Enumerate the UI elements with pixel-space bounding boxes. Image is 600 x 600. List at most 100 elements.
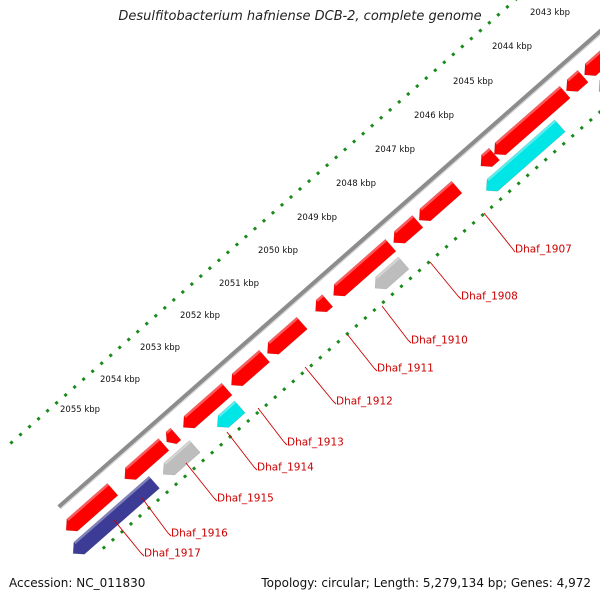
ruler-label: 2049 kbp: [297, 213, 337, 223]
ruler-tick: [9, 440, 14, 445]
gene-label: Dhaf_1913: [287, 437, 344, 449]
gene-label-leader: [113, 519, 145, 557]
gene-1914-highlight: [268, 317, 299, 344]
ruler-tick: [297, 186, 303, 192]
gene-1915-highlight: [184, 383, 224, 418]
ruler-tick: [191, 466, 197, 471]
ruler-tick: [219, 442, 224, 447]
map-title: Desulfitobacterium hafniense DCB-2, comp…: [118, 9, 482, 24]
ruler-tick: [516, 181, 521, 186]
ruler-label: 2043 kbp: [530, 8, 570, 18]
ruler-tick: [561, 141, 566, 146]
ruler-tick: [444, 244, 449, 249]
ruler-tick: [442, 60, 447, 65]
ruler-tick: [171, 297, 176, 303]
ruler-tick: [469, 36, 474, 41]
ruler-tick: [246, 418, 251, 424]
genome-backbone: [57, 28, 600, 510]
ruler-tick: [318, 355, 323, 360]
ruler-tick: [128, 521, 134, 527]
ruler-tick: [498, 197, 503, 202]
ruler-tick: [417, 268, 422, 273]
ruler-tick: [399, 284, 404, 289]
gene-label-leader: [226, 431, 258, 471]
gene-1915-a-highlight: [232, 350, 261, 376]
gene-1914: [267, 316, 308, 355]
ruler-tick: [327, 347, 332, 352]
inner-ruler-ticks: [101, 109, 600, 550]
ruler-tick: [90, 369, 95, 374]
ruler-tick: [579, 125, 584, 131]
gene-label-leader: [483, 212, 516, 253]
ruler-tick: [119, 529, 125, 534]
gene-1916-a-highlight: [166, 428, 173, 434]
gene-1910-gray: [374, 256, 410, 290]
ruler-tick: [324, 163, 330, 168]
ruler-label: 2048 kbp: [336, 179, 376, 189]
gene-1907-highlight: [585, 50, 600, 66]
gene-label: Dhaf_1912: [336, 396, 393, 408]
gene-1908-b: [480, 147, 501, 168]
gene-1916-gray-highlight: [164, 440, 192, 465]
ruler-tick: [415, 83, 420, 89]
ruler-tick: [189, 281, 194, 287]
ruler-label: 2050 kbp: [258, 246, 298, 256]
ruler-tick: [351, 139, 357, 144]
ruler-tick: [155, 498, 161, 503]
gene-label: Dhaf_1917: [144, 548, 201, 560]
ruler-tick: [570, 133, 575, 138]
ruler-tick: [588, 117, 593, 123]
gene-label: Dhaf_1916: [171, 528, 228, 540]
gene-1916-a: [165, 427, 182, 445]
ruler-tick: [200, 458, 206, 463]
ruler-tick: [433, 68, 438, 73]
ruler-tick: [126, 337, 131, 342]
backbone-line: [57, 28, 600, 510]
ruler-tick: [255, 410, 260, 416]
ruler-tick: [63, 392, 68, 398]
ruler-tick: [424, 76, 429, 81]
ruler-tick: [480, 212, 485, 218]
ruler-tick: [261, 218, 267, 223]
gene-label: Dhaf_1914: [257, 462, 314, 474]
gene-label: Dhaf_1907: [515, 244, 572, 256]
ruler-tick: [81, 376, 86, 382]
gene-1908-a-highlight: [567, 70, 580, 82]
gene-1916: [124, 438, 170, 480]
ruler-tick: [153, 313, 158, 318]
ruler-tick: [406, 91, 411, 97]
ruler-tick: [381, 300, 386, 305]
ruler-tick: [505, 4, 510, 9]
gene-1913-highlight: [316, 294, 324, 302]
ruler-tick: [390, 292, 395, 297]
gene-1912: [333, 238, 397, 297]
ruler-tick: [309, 363, 314, 368]
ruler-tick: [270, 210, 276, 215]
ruler-label: 2051 kbp: [219, 279, 259, 289]
ruler-tick: [462, 228, 467, 233]
ruler-tick: [164, 490, 170, 495]
ruler-tick: [162, 305, 167, 310]
ruler-tick: [460, 44, 465, 49]
gene-1917-a-highlight: [66, 483, 109, 521]
gene-1907-cyan-highlight: [487, 119, 557, 181]
ruler-tick: [117, 345, 122, 350]
ruler-tick: [234, 242, 240, 247]
ruler-tick: [300, 371, 305, 376]
ruler-tick: [388, 107, 393, 112]
ruler-tick: [279, 202, 285, 207]
ruler-tick: [426, 260, 431, 265]
gene-label-leader: [429, 261, 462, 300]
ruler-tick: [273, 395, 278, 400]
gene-label: Dhaf_1908: [461, 291, 518, 303]
gene-label-leader: [257, 407, 288, 446]
gene-label-leader: [346, 333, 378, 372]
ruler-tick: [72, 384, 77, 390]
ruler-tick: [496, 12, 501, 17]
gene-label: Dhaf_1910: [411, 335, 468, 347]
ruler-tick: [525, 173, 530, 178]
ruler-tick: [135, 329, 140, 334]
gene-1910: [418, 180, 463, 222]
